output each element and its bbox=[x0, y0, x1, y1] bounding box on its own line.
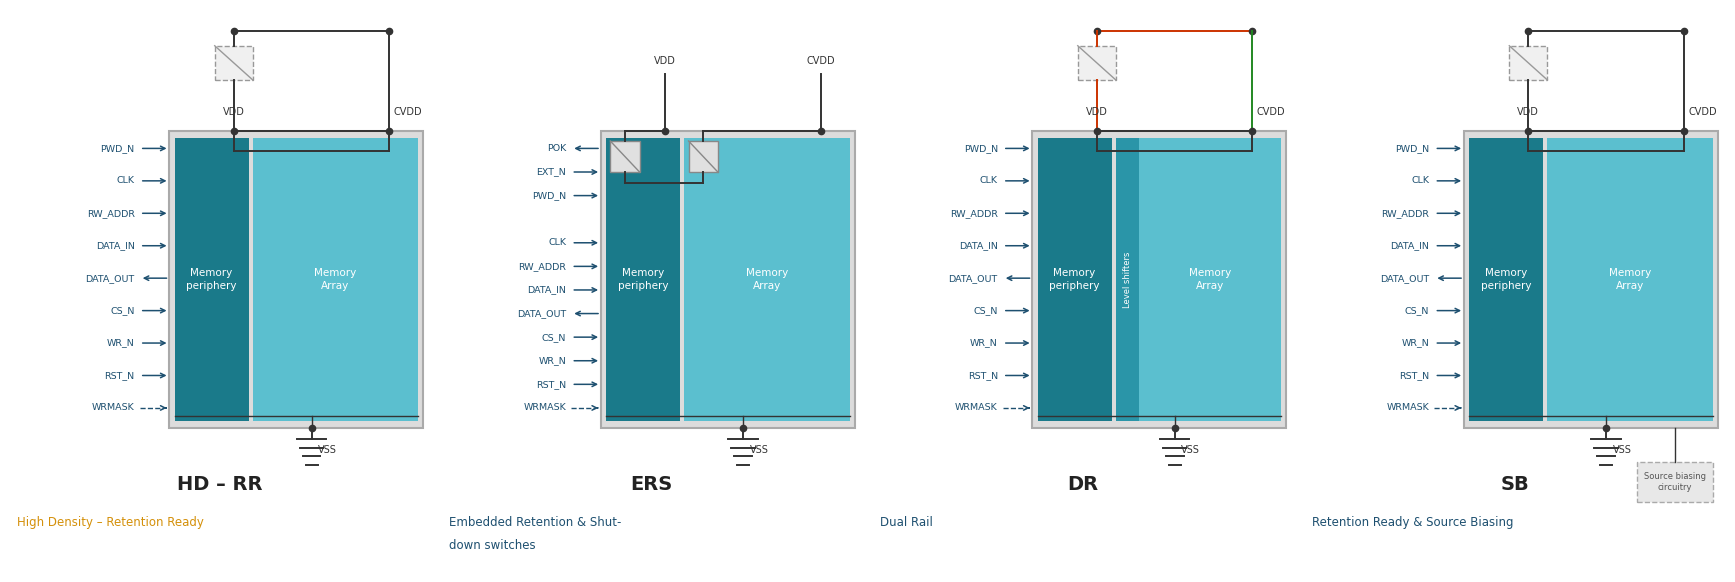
Text: Retention Ready & Source Biasing: Retention Ready & Source Biasing bbox=[1312, 516, 1513, 529]
Text: Embedded Retention & Shut-
down switches: Embedded Retention & Shut- down switches bbox=[449, 516, 621, 552]
Text: Memory
periphery: Memory periphery bbox=[1482, 268, 1532, 291]
FancyBboxPatch shape bbox=[1116, 138, 1140, 421]
FancyBboxPatch shape bbox=[1464, 132, 1718, 428]
FancyBboxPatch shape bbox=[170, 132, 423, 428]
Text: CS_N: CS_N bbox=[541, 333, 566, 342]
Text: VSS: VSS bbox=[1182, 445, 1201, 455]
Text: VSS: VSS bbox=[750, 445, 769, 455]
Text: VDD: VDD bbox=[1086, 107, 1107, 117]
Text: CLK: CLK bbox=[1411, 176, 1430, 185]
Text: CS_N: CS_N bbox=[111, 306, 135, 315]
Text: CLK: CLK bbox=[980, 176, 998, 185]
Text: PWD_N: PWD_N bbox=[963, 144, 998, 153]
Text: DATA_OUT: DATA_OUT bbox=[85, 274, 135, 283]
Text: WR_N: WR_N bbox=[1402, 339, 1430, 347]
Text: VSS: VSS bbox=[1612, 445, 1631, 455]
FancyBboxPatch shape bbox=[175, 138, 248, 421]
Text: HD – RR: HD – RR bbox=[177, 475, 264, 495]
FancyBboxPatch shape bbox=[215, 46, 253, 80]
Text: WRMASK: WRMASK bbox=[954, 403, 998, 413]
FancyBboxPatch shape bbox=[1032, 132, 1286, 428]
FancyBboxPatch shape bbox=[684, 138, 850, 421]
Text: CLK: CLK bbox=[548, 238, 566, 247]
Text: Memory
Array: Memory Array bbox=[1188, 268, 1232, 291]
Text: PWD_N: PWD_N bbox=[101, 144, 135, 153]
Text: CS_N: CS_N bbox=[973, 306, 998, 315]
Text: WR_N: WR_N bbox=[108, 339, 135, 347]
Text: ERS: ERS bbox=[630, 475, 673, 495]
FancyBboxPatch shape bbox=[1038, 138, 1112, 421]
Text: Dual Rail: Dual Rail bbox=[880, 516, 933, 529]
Text: WRMASK: WRMASK bbox=[92, 403, 135, 413]
FancyBboxPatch shape bbox=[606, 138, 680, 421]
Text: RW_ADDR: RW_ADDR bbox=[1381, 209, 1430, 218]
Text: DATA_IN: DATA_IN bbox=[1390, 241, 1430, 250]
FancyBboxPatch shape bbox=[1548, 138, 1712, 421]
Text: VDD: VDD bbox=[1518, 107, 1539, 117]
Text: DATA_OUT: DATA_OUT bbox=[949, 274, 998, 283]
Text: PWD_N: PWD_N bbox=[1395, 144, 1430, 153]
Text: RW_ADDR: RW_ADDR bbox=[949, 209, 998, 218]
Text: VDD: VDD bbox=[654, 56, 677, 66]
Text: High Density – Retention Ready: High Density – Retention Ready bbox=[17, 516, 205, 529]
FancyBboxPatch shape bbox=[689, 141, 718, 172]
Text: DATA_IN: DATA_IN bbox=[527, 285, 566, 294]
Text: DATA_OUT: DATA_OUT bbox=[517, 309, 566, 318]
Text: CVDD: CVDD bbox=[807, 56, 835, 66]
Text: Source biasing
circuitry: Source biasing circuitry bbox=[1643, 471, 1706, 492]
Text: Memory
Array: Memory Array bbox=[314, 268, 357, 291]
Text: Memory
periphery: Memory periphery bbox=[618, 268, 668, 291]
Text: DATA_OUT: DATA_OUT bbox=[1379, 274, 1430, 283]
Text: CLK: CLK bbox=[116, 176, 135, 185]
Text: DATA_IN: DATA_IN bbox=[95, 241, 135, 250]
Text: RW_ADDR: RW_ADDR bbox=[519, 262, 566, 271]
Text: RST_N: RST_N bbox=[1398, 371, 1430, 380]
Text: Memory
Array: Memory Array bbox=[746, 268, 788, 291]
FancyBboxPatch shape bbox=[611, 141, 640, 172]
Text: CVDD: CVDD bbox=[394, 107, 422, 117]
Text: CS_N: CS_N bbox=[1405, 306, 1430, 315]
Text: VDD: VDD bbox=[222, 107, 245, 117]
Text: WRMASK: WRMASK bbox=[524, 403, 566, 413]
FancyBboxPatch shape bbox=[600, 132, 855, 428]
FancyBboxPatch shape bbox=[253, 138, 418, 421]
Text: CVDD: CVDD bbox=[1688, 107, 1718, 117]
Text: SB: SB bbox=[1501, 475, 1529, 495]
Text: Memory
periphery: Memory periphery bbox=[186, 268, 236, 291]
Text: Memory
periphery: Memory periphery bbox=[1050, 268, 1100, 291]
Text: RW_ADDR: RW_ADDR bbox=[87, 209, 135, 218]
Text: PWD_N: PWD_N bbox=[533, 191, 566, 200]
Text: WRMASK: WRMASK bbox=[1386, 403, 1430, 413]
Text: WR_N: WR_N bbox=[970, 339, 998, 347]
Text: VSS: VSS bbox=[318, 445, 337, 455]
Text: DATA_IN: DATA_IN bbox=[959, 241, 998, 250]
Text: RST_N: RST_N bbox=[104, 371, 135, 380]
Text: POK: POK bbox=[547, 144, 566, 153]
Text: CVDD: CVDD bbox=[1256, 107, 1286, 117]
FancyBboxPatch shape bbox=[1140, 138, 1280, 421]
Text: WR_N: WR_N bbox=[538, 356, 566, 365]
Text: RST_N: RST_N bbox=[536, 380, 566, 389]
FancyBboxPatch shape bbox=[1077, 46, 1116, 80]
Text: Memory
Array: Memory Array bbox=[1608, 268, 1652, 291]
FancyBboxPatch shape bbox=[1470, 138, 1542, 421]
Text: Level shifters: Level shifters bbox=[1123, 251, 1131, 308]
Text: DR: DR bbox=[1067, 475, 1098, 495]
FancyBboxPatch shape bbox=[1509, 46, 1548, 80]
Text: EXT_N: EXT_N bbox=[536, 168, 566, 176]
FancyBboxPatch shape bbox=[1636, 462, 1712, 502]
Text: RST_N: RST_N bbox=[968, 371, 998, 380]
